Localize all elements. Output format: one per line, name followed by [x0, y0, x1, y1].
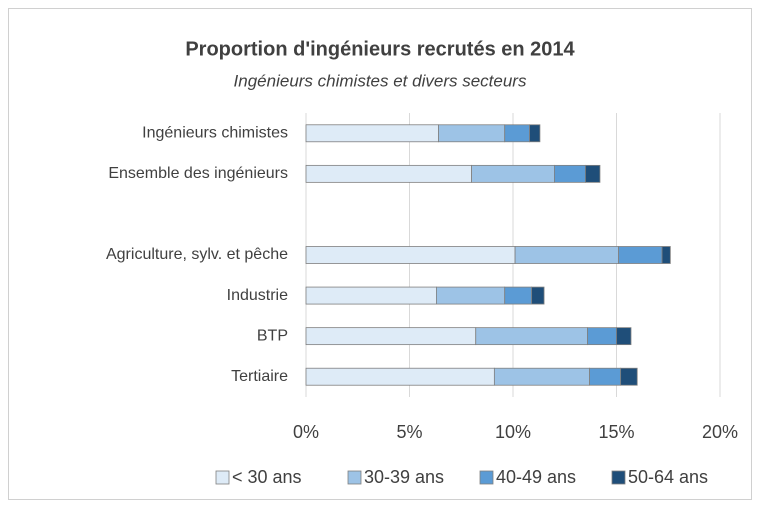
x-tick-label: 0% — [293, 422, 319, 442]
bar-segment — [438, 124, 506, 143]
legend-swatch — [347, 470, 362, 485]
y-tick-label: Agriculture, sylv. et pêche — [106, 246, 288, 263]
bar-segment — [554, 164, 586, 183]
x-tick-label: 20% — [702, 422, 738, 442]
y-tick-label: Industrie — [227, 287, 288, 304]
legend-label: < 30 ans — [232, 467, 302, 487]
y-tick-label: Tertiaire — [231, 368, 288, 385]
bar-segment — [305, 124, 439, 143]
bar-segment — [587, 327, 617, 346]
bar-segment — [493, 367, 590, 386]
y-tick-label: Ensemble des ingénieurs — [108, 165, 288, 182]
chart-subtitle: Ingénieurs chimistes et divers secteurs — [234, 71, 527, 90]
y-tick-label: BTP — [257, 327, 288, 344]
bar-segment — [514, 246, 619, 264]
bar-segment — [305, 246, 516, 264]
bar-segment — [471, 164, 555, 183]
bar-segment — [661, 246, 671, 264]
bar-segment — [305, 327, 477, 346]
bar-segment — [620, 367, 638, 386]
legend-label: 40-49 ans — [496, 467, 576, 487]
bar-segment — [531, 286, 545, 305]
bar-segment — [504, 124, 530, 143]
bar-segment — [436, 286, 506, 305]
legend-swatch — [611, 470, 626, 485]
bar-segment — [529, 124, 541, 143]
bar-segment — [305, 164, 473, 183]
bar-segment — [618, 246, 663, 264]
bar-segment — [504, 286, 533, 305]
legend-swatch — [215, 470, 230, 485]
x-tick-label: 5% — [396, 422, 422, 442]
legend-label: 50-64 ans — [628, 467, 708, 487]
bar-segment — [475, 327, 588, 346]
x-tick-label: 10% — [495, 422, 531, 442]
bar-segment — [616, 327, 632, 346]
legend-swatch — [479, 470, 494, 485]
legend-label: 30-39 ans — [364, 467, 444, 487]
bar-segment — [305, 286, 437, 305]
bar-segment — [585, 164, 601, 183]
x-tick-label: 15% — [598, 422, 634, 442]
bar-segment — [305, 367, 495, 386]
bar-segment — [589, 367, 622, 386]
y-tick-label: Ingénieurs chimistes — [142, 125, 288, 142]
chart-title: Proportion d'ingénieurs recrutés en 2014 — [185, 38, 575, 60]
